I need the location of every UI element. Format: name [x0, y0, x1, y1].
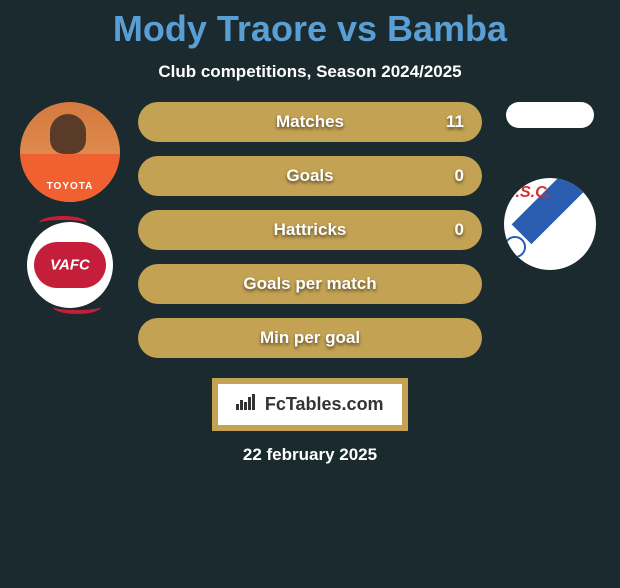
player-jersey-icon — [20, 154, 120, 202]
stat-bar-hattricks: Hattricks 0 — [138, 210, 482, 250]
infographic-container: Mody Traore vs Bamba Club competitions, … — [0, 8, 620, 465]
vafc-oval-icon: VAFC — [34, 242, 106, 288]
page-title: Mody Traore vs Bamba — [10, 8, 610, 50]
usc-clip-icon: U.S.C. — [504, 178, 596, 270]
club2-badge: U.S.C. — [504, 178, 596, 270]
stat-label: Hattricks — [274, 220, 347, 240]
stat-value: 0 — [455, 166, 464, 186]
club1-badge: VAFC — [27, 222, 113, 308]
left-player-col: TOYOTA VAFC — [10, 102, 130, 308]
stat-value: 11 — [446, 112, 464, 132]
right-player-col: U.S.C. — [490, 102, 610, 270]
stat-bar-goals: Goals 0 — [138, 156, 482, 196]
stat-bar-mpg: Min per goal — [138, 318, 482, 358]
page-subtitle: Club competitions, Season 2024/2025 — [10, 62, 610, 82]
club1-text: VAFC — [50, 257, 90, 274]
stat-bar-matches: Matches 11 — [138, 102, 482, 142]
date-label: 22 february 2025 — [10, 445, 610, 465]
jersey-sponsor-text: TOYOTA — [20, 181, 120, 192]
stat-value: 0 — [455, 220, 464, 240]
bar-chart-icon — [236, 394, 256, 415]
player2-photo-placeholder — [506, 102, 594, 128]
stat-label: Goals per match — [243, 274, 376, 294]
stat-label: Min per goal — [260, 328, 360, 348]
vafc-accent-bot-icon — [53, 300, 101, 314]
stat-label: Goals — [286, 166, 333, 186]
source-logo-text: FcTables.com — [265, 394, 384, 414]
stats-column: Matches 11 Goals 0 Hattricks 0 Goals per… — [130, 102, 490, 358]
player1-photo: TOYOTA — [20, 102, 120, 202]
player-head-icon — [50, 114, 86, 154]
vafc-accent-top-icon — [39, 216, 87, 230]
stat-bar-gpm: Goals per match — [138, 264, 482, 304]
club2-text: U.S.C. — [504, 184, 551, 202]
usc-ball-icon — [504, 236, 526, 258]
stat-label: Matches — [276, 112, 344, 132]
source-logo-box: FcTables.com — [212, 378, 407, 431]
body-row: TOYOTA VAFC Matches 11 Goals 0 Hattricks — [10, 102, 610, 358]
footer: FcTables.com 22 february 2025 — [10, 378, 610, 465]
